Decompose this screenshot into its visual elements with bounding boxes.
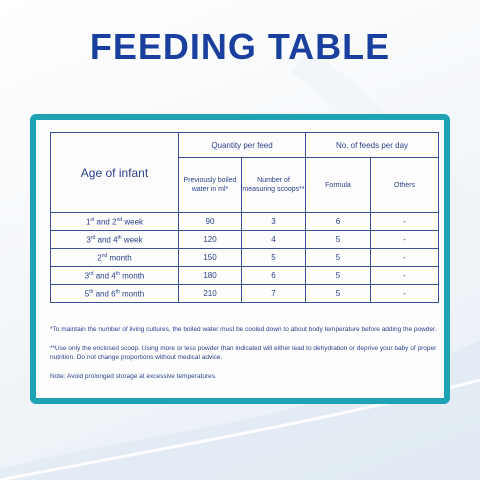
water-cell: 150 — [178, 248, 242, 267]
storage-note: Note: Avoid prolonged storage at excessi… — [50, 373, 217, 380]
water-cell: 120 — [178, 230, 242, 249]
formula-cell: 5 — [305, 230, 371, 249]
feeding-table-panel: Age of infant Quantity per feed No. of f… — [30, 114, 450, 404]
water-cell: 180 — [178, 266, 242, 285]
header-measuring-scoops: Number of measuring scoops** — [241, 157, 306, 213]
formula-cell: 5 — [305, 248, 371, 267]
age-cell: 2nd month — [50, 248, 179, 267]
water-cell: 210 — [178, 284, 242, 303]
header-age-of-infant: Age of infant — [50, 132, 179, 213]
formula-cell: 5 — [305, 284, 371, 303]
age-cell: 3rd and 4th week — [50, 230, 179, 249]
others-cell: - — [369, 284, 440, 303]
table-row: 2nd month 150 5 5 - — [50, 248, 440, 267]
footnote-water: *To maintain the number of living cultur… — [50, 326, 437, 333]
water-cell: 90 — [178, 212, 242, 231]
others-cell: - — [369, 266, 440, 285]
table-row: 1st and 2nd week 90 3 6 - — [50, 212, 440, 231]
scoops-cell: 5 — [241, 248, 306, 267]
formula-cell: 5 — [305, 266, 371, 285]
header-formula: Formula — [305, 157, 371, 213]
scoops-cell: 6 — [241, 266, 306, 285]
table-row: 3rd and 4th month 180 6 5 - — [50, 266, 440, 285]
page-title: FEEDING TABLE — [89, 26, 391, 67]
others-cell: - — [369, 230, 440, 249]
scoops-cell: 7 — [241, 284, 306, 303]
formula-cell: 6 — [305, 212, 371, 231]
header-others: Others — [369, 157, 440, 213]
footnotes: *To maintain the number of living cultur… — [50, 325, 442, 391]
table-row: 3rd and 4th week 120 4 5 - — [50, 230, 440, 249]
table-row: 5th and 6th month 210 7 5 - — [50, 284, 440, 303]
header-quantity-per-feed: Quantity per feed — [178, 132, 306, 158]
others-cell: - — [369, 248, 440, 267]
age-cell: 3rd and 4th month — [50, 266, 179, 285]
others-cell: - — [369, 212, 440, 231]
scoops-cell: 3 — [241, 212, 306, 231]
scoops-cell: 4 — [241, 230, 306, 249]
footnote-scoop: **Use only the enclosed scoop. Using mor… — [50, 345, 437, 361]
age-cell: 1st and 2nd week — [50, 212, 179, 231]
feeding-table: Age of infant Quantity per feed No. of f… — [50, 132, 440, 303]
header-feeds-per-day: No. of feeds per day — [304, 132, 440, 158]
age-cell: 5th and 6th month — [50, 284, 179, 303]
header-boiled-water: Previously boiled water in ml* — [178, 157, 242, 213]
